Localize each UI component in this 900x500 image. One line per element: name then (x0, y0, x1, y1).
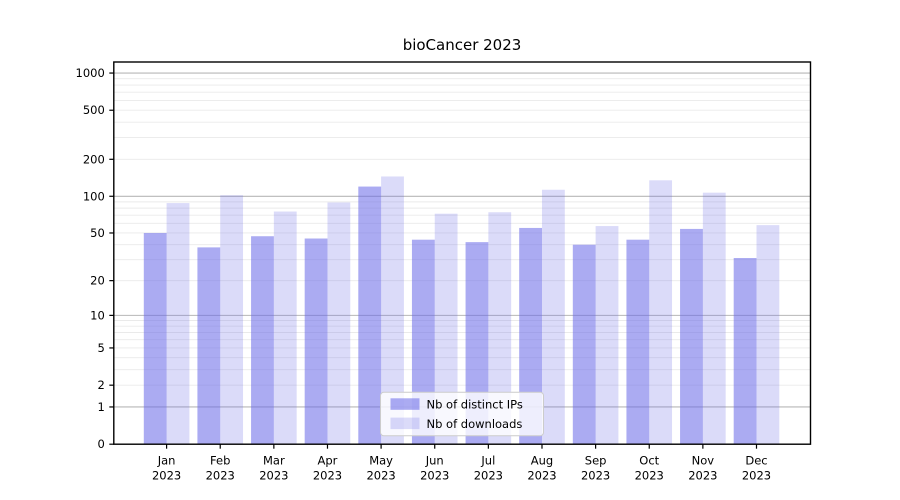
x-tick-label-year-nov: 2023 (688, 469, 717, 483)
bar-distinct-ips-apr (304, 238, 328, 445)
bar-distinct-ips-nov (680, 228, 703, 445)
x-tick-label-year-mar: 2023 (259, 469, 288, 483)
bar-downloads-apr (327, 202, 351, 445)
bar-downloads-aug (541, 189, 565, 445)
y-tick-label-500: 500 (83, 103, 105, 117)
minor-gridlines (113, 78, 811, 386)
y-tick-label-1000: 1000 (76, 66, 105, 80)
bar-distinct-ips-oct (626, 239, 650, 445)
x-tick-label-month-dec: Dec (745, 454, 767, 468)
bar-downloads-jul (488, 212, 512, 445)
x-tick-label-month-nov: Nov (692, 454, 715, 468)
y-tick-label-5: 5 (97, 341, 104, 355)
x-tick-label-year-apr: 2023 (313, 469, 342, 483)
legend-entry-downloads: Nb of downloads (390, 417, 523, 431)
x-tick-label-month-apr: Apr (318, 454, 338, 468)
y-tick-label-200: 200 (83, 152, 105, 166)
legend-box (380, 391, 544, 437)
y-tick-label-20: 20 (90, 274, 105, 288)
x-tick-label-month-jan: Jan (157, 454, 176, 468)
bar-distinct-ips-jan (143, 232, 167, 445)
bar-downloads-may (381, 176, 404, 445)
x-tick-label-year-dec: 2023 (742, 469, 771, 483)
x-tick-label-month-oct: Oct (639, 454, 659, 468)
legend-label-downloads: Nb of downloads (427, 417, 523, 431)
x-tick-label-year-jan: 2023 (152, 469, 181, 483)
x-tick-label-year-jun: 2023 (420, 469, 449, 483)
chart-title: bioCancer 2023 (403, 36, 522, 54)
x-axis-ticks: Jan2023Feb2023Mar2023Apr2023May2023Jun20… (152, 444, 771, 483)
x-tick-label-year-feb: 2023 (206, 469, 235, 483)
plot-border (113, 61, 812, 445)
x-tick-label-month-feb: Feb (210, 454, 230, 468)
bar-downloads-dec (756, 225, 780, 445)
x-tick-label-year-aug: 2023 (527, 469, 556, 483)
y-tick-label-0: 0 (97, 437, 104, 451)
x-tick-label-year-sep: 2023 (581, 469, 610, 483)
x-tick-label-month-jul: Jul (480, 454, 495, 468)
legend-entry-distinct-ips: Nb of distinct IPs (390, 398, 523, 412)
bar-distinct-ips-feb (197, 247, 221, 445)
bar-downloads-feb (220, 195, 244, 445)
x-tick-label-month-mar: Mar (263, 454, 285, 468)
x-tick-label-month-aug: Aug (531, 454, 553, 468)
bar-downloads-oct (649, 180, 673, 445)
bar-downloads-mar (273, 211, 297, 445)
y-tick-label-100: 100 (83, 189, 105, 203)
bar-distinct-ips-mar (251, 236, 274, 445)
legend-label-distinct-ips: Nb of distinct IPs (427, 398, 523, 412)
y-tick-label-1: 1 (97, 400, 104, 414)
y-tick-label-50: 50 (90, 226, 105, 240)
legend: Nb of distinct IPs Nb of downloads (380, 391, 544, 437)
y-tick-label-10: 10 (90, 308, 105, 322)
x-tick-label-month-sep: Sep (585, 454, 607, 468)
x-tick-label-year-jul: 2023 (474, 469, 503, 483)
bars (143, 176, 780, 445)
x-tick-label-month-may: May (369, 454, 393, 468)
legend-swatch-distinct-ips (390, 398, 420, 410)
bar-distinct-ips-dec (733, 258, 757, 445)
x-tick-label-year-may: 2023 (366, 469, 395, 483)
bar-downloads-jun (434, 213, 458, 445)
y-tick-label-2: 2 (97, 378, 104, 392)
bar-downloads-jan (166, 203, 190, 445)
bar-distinct-ips-aug (519, 227, 542, 445)
bar-distinct-ips-may (358, 186, 382, 445)
bar-downloads-sep (595, 226, 619, 445)
bar-downloads-nov (702, 192, 726, 445)
bar-distinct-ips-sep (572, 244, 596, 445)
x-tick-label-year-oct: 2023 (635, 469, 664, 483)
legend-swatch-downloads (390, 417, 420, 430)
x-tick-label-month-jun: Jun (425, 454, 444, 468)
